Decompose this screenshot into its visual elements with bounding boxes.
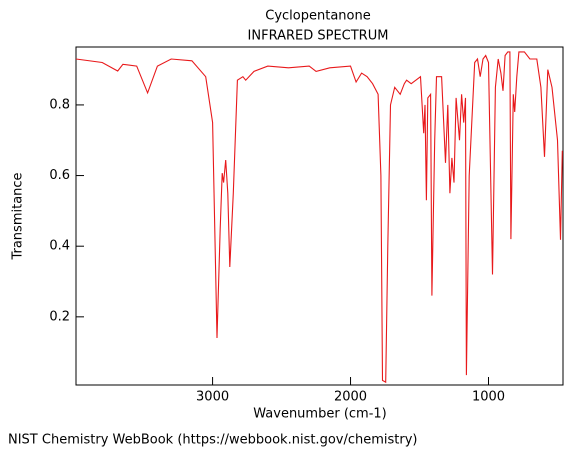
- y-tick-label: 0.8: [49, 97, 70, 112]
- plot-frame: [75, 46, 564, 386]
- y-axis-label: Transmitance: [11, 172, 26, 260]
- spectrum-line: [75, 51, 563, 384]
- y-tick-label: 0.6: [49, 168, 70, 183]
- footer: NIST Chemistry WebBook (https://webbook.…: [8, 433, 418, 448]
- x-axis-label: Wavenumber (cm-1): [253, 407, 386, 422]
- chart-subtitle: INFRARED SPECTRUM: [248, 29, 389, 44]
- x-tick-label: 3000: [196, 390, 229, 405]
- y-tick-label: 0.4: [49, 239, 70, 254]
- chart-title: Cyclopentanone: [265, 9, 370, 24]
- x-tick-label: 1000: [472, 390, 505, 405]
- y-tick-label: 0.2: [49, 309, 70, 324]
- x-tick-label: 2000: [334, 390, 367, 405]
